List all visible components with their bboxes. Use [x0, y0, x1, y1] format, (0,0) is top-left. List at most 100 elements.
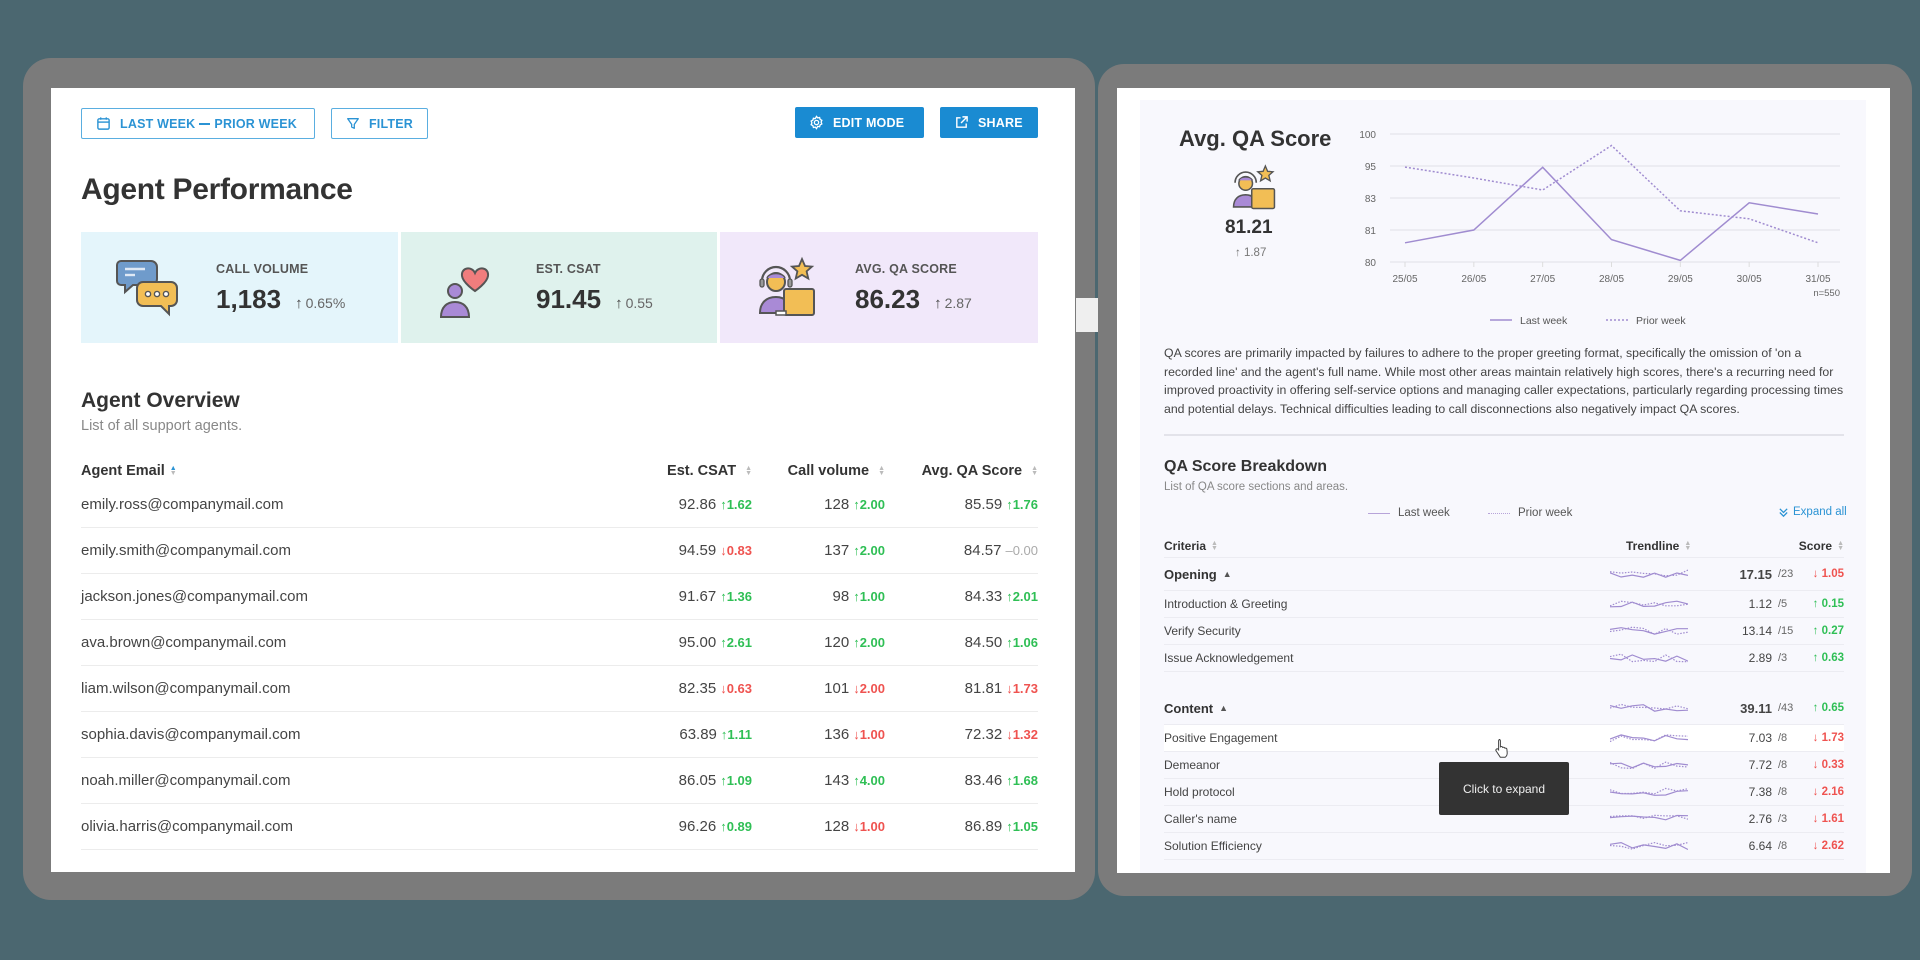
- table-row[interactable]: jackson.jones@companymail.com 91.67 ↑1.36 9…: [81, 574, 1038, 620]
- call-volume-delta: ↓2.00: [853, 681, 885, 696]
- table-row[interactable]: emily.ross@companymail.com 92.86 ↑1.62 128 ↑…: [81, 482, 1038, 528]
- group-name: Opening: [1164, 566, 1217, 582]
- column-header-est-csat[interactable]: Est. CSAT ▲ ▼: [667, 463, 752, 479]
- calendar-icon: [97, 117, 110, 130]
- agent-email[interactable]: liam.wilson@companymail.com: [81, 680, 291, 697]
- criteria-name: Demeanor: [1164, 758, 1221, 772]
- kpi-value: 91.45: [536, 284, 602, 314]
- breakdown-item-row[interactable]: Verify Security 13.14/15 ↑ 0.27: [1164, 618, 1844, 645]
- arrow-up-icon: ↑: [934, 295, 942, 312]
- breakdown-header: Criteria ▲ ▼ Trendline ▲ ▼ Score ▲ ▼: [1164, 536, 1844, 558]
- criteria-name: Introduction & Greeting: [1164, 597, 1288, 611]
- expand-all-button[interactable]: Expand all: [1778, 506, 1847, 518]
- series-line-prior-week: [1404, 144, 1819, 244]
- sparkline-chart: [1610, 787, 1688, 796]
- window-divider-handle[interactable]: [1076, 298, 1098, 332]
- agent-table: Agent Email ▲ ▼ Est. CSAT ▲ ▼ Call volume ▲ ▼ …: [81, 460, 1038, 850]
- sparkline-chart: [1610, 600, 1688, 608]
- group-score: 17.15: [1739, 566, 1772, 582]
- call-volume-delta: ↑2.00: [853, 635, 885, 650]
- qa-score-delta: ↑1.76: [1006, 497, 1038, 512]
- table-row[interactable]: liam.wilson@companymail.com 82.35 ↓0.63 101…: [81, 666, 1038, 712]
- table-row[interactable]: ava.brown@companymail.com 95.00 ↑2.61 120 ↑2…: [81, 620, 1038, 666]
- csat-value: 92.86: [678, 496, 717, 513]
- criteria-score: 7.03: [1748, 731, 1772, 745]
- qa-summary-text: QA scores are primarily impacted by fail…: [1164, 346, 1844, 416]
- table-row[interactable]: olivia.harris@companymail.com 96.26 ↑0.89 1…: [81, 804, 1038, 850]
- column-header-criteria[interactable]: Criteria ▲ ▼: [1164, 538, 1218, 553]
- column-header-agent-email[interactable]: Agent Email ▲ ▼: [81, 463, 177, 479]
- date-range-button[interactable]: LAST WEEK PRIOR WEEK: [81, 108, 315, 139]
- qa-score-value: 81.21: [1225, 217, 1273, 238]
- edit-mode-button[interactable]: EDIT MODE: [795, 107, 924, 138]
- sparkline-chart: [1610, 703, 1688, 712]
- kpi-value: 86.23: [855, 284, 921, 314]
- csat-delta: ↑1.09: [720, 773, 752, 788]
- legend-label: Last week: [1520, 315, 1568, 327]
- qa-score-value: 84.33: [964, 588, 1003, 605]
- criteria-score: 7.38: [1748, 785, 1772, 799]
- sort-icon[interactable]: ▲ ▼: [1837, 540, 1844, 553]
- criteria-score: 7.72: [1748, 758, 1772, 772]
- breakdown-item-row[interactable]: Issue Acknowledgement 2.89/3 ↑ 0.63: [1164, 645, 1844, 672]
- column-header-avg-qa-score[interactable]: Avg. QA Score ▲ ▼: [921, 463, 1038, 479]
- kpi-label: CALL VOLUME: [216, 262, 309, 276]
- chat-bubbles-icon: [116, 260, 178, 317]
- kpi-delta: 2.87: [944, 295, 972, 311]
- call-volume-delta: ↑2.00: [853, 497, 885, 512]
- filter-button[interactable]: FILTER: [331, 108, 428, 139]
- agent-email[interactable]: jackson.jones@companymail.com: [81, 588, 308, 605]
- share-button[interactable]: SHARE: [940, 107, 1038, 138]
- chevron-up-icon[interactable]: ▲: [1219, 703, 1229, 713]
- sort-icon[interactable]: ▲ ▼: [1211, 540, 1218, 553]
- legend-label: Prior week: [1636, 315, 1686, 327]
- agent-email[interactable]: sophia.davis@companymail.com: [81, 726, 301, 743]
- chevron-up-icon[interactable]: ▲: [1222, 569, 1232, 579]
- solid-line-swatch: [1368, 512, 1390, 514]
- agent-email[interactable]: olivia.harris@companymail.com: [81, 818, 293, 835]
- breakdown-group-row[interactable]: Content ▲ 39.11/43 ↑ 0.65: [1164, 692, 1844, 725]
- sort-icon[interactable]: ▲ ▼: [745, 465, 752, 477]
- table-row[interactable]: emily.smith@companymail.com 94.59 ↓0.83 137…: [81, 528, 1038, 574]
- csat-value: 91.67: [678, 588, 717, 605]
- series-line-last-week: [1404, 166, 1819, 262]
- x-tick-label: 26/05: [1461, 274, 1486, 285]
- csat-delta: ↑2.61: [720, 635, 752, 650]
- agent-email[interactable]: emily.ross@companymail.com: [81, 496, 284, 513]
- y-tick-label: 100: [1359, 130, 1376, 141]
- qa-score-value: 81.81: [964, 680, 1003, 697]
- column-header-score[interactable]: Score ▲ ▼: [1798, 538, 1844, 553]
- x-tick-label: 25/05: [1392, 274, 1417, 285]
- sort-icon[interactable]: ▲ ▼: [169, 465, 177, 478]
- group-delta: ↓ 1.05: [1812, 568, 1844, 580]
- date-range-separator: [199, 123, 211, 126]
- csat-value: 86.05: [678, 772, 717, 789]
- agent-email[interactable]: emily.smith@companymail.com: [81, 542, 291, 559]
- criteria-max-score: /15: [1778, 625, 1794, 637]
- sort-icon[interactable]: ▲ ▼: [1031, 465, 1038, 477]
- sample-size-label: n=550: [1813, 288, 1840, 299]
- criteria-max-score: /8: [1778, 759, 1788, 771]
- criteria-delta: ↓ 0.33: [1812, 759, 1844, 771]
- breakdown-title: QA Score Breakdown: [1164, 458, 1328, 475]
- column-header-call-volume[interactable]: Call volume ▲ ▼: [787, 463, 885, 479]
- agent-email[interactable]: noah.miller@companymail.com: [81, 772, 291, 789]
- criteria-name: Verify Security: [1164, 624, 1241, 638]
- table-row[interactable]: noah.miller@companymail.com 86.05 ↑1.09 143…: [81, 758, 1038, 804]
- criteria-delta: ↑ 0.27: [1812, 625, 1844, 637]
- agent-email[interactable]: ava.brown@companymail.com: [81, 634, 287, 651]
- breakdown-item-row[interactable]: Introduction & Greeting 1.12/5 ↑ 0.15: [1164, 591, 1844, 618]
- criteria-score: 2.76: [1748, 812, 1772, 826]
- breakdown-item-row[interactable]: Solution Efficiency 6.64/8 ↓ 2.62: [1164, 833, 1844, 860]
- sort-icon[interactable]: ▲ ▼: [1684, 540, 1692, 553]
- sort-icon[interactable]: ▲ ▼: [878, 465, 885, 477]
- call-volume-delta: ↑2.00: [853, 543, 885, 558]
- csat-delta: ↓0.63: [720, 681, 752, 696]
- call-volume-value: 143: [824, 772, 850, 789]
- column-header-trendline[interactable]: Trendline ▲ ▼: [1626, 538, 1692, 553]
- table-row[interactable]: sophia.davis@companymail.com 63.89 ↑1.11 13…: [81, 712, 1038, 758]
- agent-overview-subtitle: List of all support agents.: [81, 418, 243, 434]
- breakdown-group-row[interactable]: Opening ▲ 17.15/23 ↓ 1.05: [1164, 558, 1844, 591]
- breakdown-item-row[interactable]: Caller's name 2.76/3 ↓ 1.61: [1164, 806, 1844, 833]
- criteria-delta: ↓ 1.73: [1812, 732, 1844, 744]
